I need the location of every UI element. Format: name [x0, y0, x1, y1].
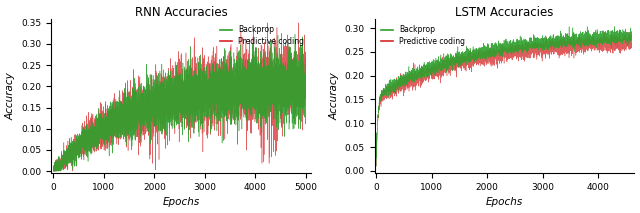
- X-axis label: Epochs: Epochs: [163, 197, 200, 207]
- Title: LSTM Accuracies: LSTM Accuracies: [455, 6, 554, 19]
- Y-axis label: Accuracy: Accuracy: [6, 72, 15, 120]
- Title: RNN Accuracies: RNN Accuracies: [134, 6, 227, 19]
- Legend: Backprop, Predictive coding: Backprop, Predictive coding: [218, 22, 307, 49]
- Y-axis label: Accuracy: Accuracy: [329, 72, 339, 120]
- Legend: Backprop, Predictive coding: Backprop, Predictive coding: [378, 22, 468, 49]
- X-axis label: Epochs: Epochs: [486, 197, 523, 207]
